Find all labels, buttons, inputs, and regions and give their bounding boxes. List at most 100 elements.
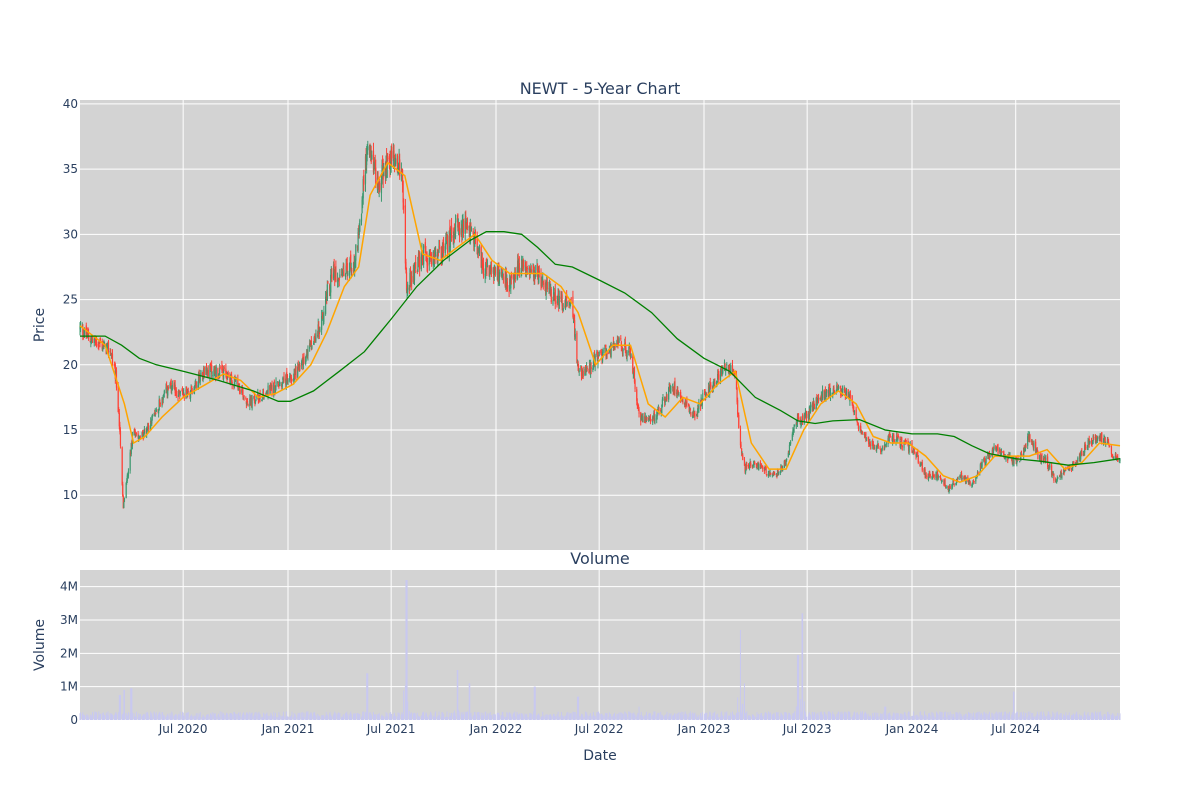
candle-body	[620, 338, 622, 340]
volume-bar	[554, 716, 556, 720]
volume-bar	[633, 712, 635, 720]
volume-bar	[101, 713, 103, 720]
volume-bar	[123, 690, 125, 720]
volume-bar	[729, 715, 731, 720]
volume-bar	[963, 715, 965, 720]
volume-bar	[913, 715, 915, 720]
volume-bar	[574, 711, 576, 720]
volume-bar	[573, 712, 575, 720]
volume-bar	[94, 711, 96, 720]
candle-body	[445, 237, 448, 239]
candle-body	[698, 401, 700, 410]
volume-bar	[730, 712, 732, 720]
volume-bar	[1092, 716, 1094, 720]
x-tick-label: Jan 2023	[677, 722, 731, 736]
volume-bar	[717, 717, 719, 720]
volume-bar	[761, 712, 763, 720]
candle-body	[741, 448, 743, 454]
volume-bar	[243, 712, 245, 720]
volume-bar	[1064, 716, 1066, 720]
volume-bar	[552, 715, 554, 720]
volume-bar	[408, 710, 410, 720]
volume-bar	[892, 717, 894, 720]
candle-body	[544, 282, 546, 288]
candle-body	[777, 469, 779, 475]
volume-bar	[421, 715, 423, 720]
candle-body	[972, 480, 975, 482]
volume-bar	[786, 713, 788, 720]
volume-bar	[294, 714, 296, 720]
candle-body	[242, 389, 244, 397]
volume-bar	[725, 713, 727, 720]
volume-bar	[1043, 711, 1045, 720]
volume-bar	[1016, 711, 1018, 720]
volume-bar	[214, 716, 216, 720]
volume-bar	[931, 711, 933, 720]
volume-bar	[637, 712, 639, 720]
volume-bar	[928, 713, 930, 720]
volume-bar	[612, 714, 614, 720]
volume-bar	[600, 714, 602, 720]
volume-bar	[277, 717, 279, 720]
candle-body	[428, 253, 430, 265]
volume-bar	[249, 714, 251, 720]
volume-bar	[884, 706, 886, 720]
candle-body	[305, 356, 307, 364]
candle-body	[972, 481, 974, 485]
volume-bar	[187, 712, 189, 720]
volume-bar	[384, 716, 386, 720]
candle-body	[897, 435, 899, 438]
candle-body	[178, 390, 180, 393]
candle-body	[739, 428, 742, 446]
volume-bar	[841, 711, 843, 720]
candle-body	[790, 441, 792, 444]
volume-bar	[965, 713, 967, 720]
volume-bar	[1031, 713, 1033, 720]
candle-body	[637, 404, 640, 411]
volume-bar	[1102, 716, 1104, 720]
candle-body	[135, 433, 137, 437]
volume-bar	[370, 712, 372, 720]
volume-bar	[937, 714, 939, 720]
volume-bar	[661, 715, 663, 720]
volume-bar	[463, 714, 465, 720]
volume-bar	[485, 711, 487, 720]
volume-bar	[697, 716, 699, 720]
volume-bar	[159, 711, 161, 720]
candle-body	[247, 404, 249, 406]
candle-body	[618, 338, 620, 343]
candle-body	[947, 487, 950, 492]
candle-body	[97, 344, 99, 347]
volume-bar	[610, 713, 612, 720]
volume-bar	[283, 716, 285, 720]
volume-bar	[333, 713, 335, 720]
volume-bar	[494, 717, 496, 720]
volume-bar	[379, 716, 381, 720]
volume-bar	[636, 716, 638, 720]
candle-body	[815, 397, 817, 410]
volume-bar	[257, 713, 259, 720]
volume-bar	[211, 715, 213, 720]
candle-body	[1096, 440, 1098, 443]
volume-bar	[636, 714, 638, 720]
volume-bar	[999, 712, 1001, 720]
candle-body	[339, 274, 341, 278]
volume-bar	[398, 715, 400, 720]
volume-bar	[616, 713, 618, 720]
volume-bar	[1112, 713, 1114, 720]
x-tick-label: Jan 2024	[885, 722, 939, 736]
volume-bar	[473, 712, 475, 720]
volume-bar	[578, 716, 580, 720]
volume-bar	[888, 715, 890, 720]
candle-body	[596, 352, 599, 362]
volume-bar	[1099, 713, 1101, 720]
volume-bar	[514, 716, 516, 720]
candle-body	[917, 455, 919, 463]
candle-body	[405, 261, 407, 270]
volume-bar	[989, 711, 991, 720]
volume-bar	[712, 715, 714, 720]
volume-bar	[1056, 715, 1058, 720]
candle-body	[773, 471, 775, 473]
volume-bar	[406, 580, 408, 720]
volume-bar	[322, 714, 324, 720]
